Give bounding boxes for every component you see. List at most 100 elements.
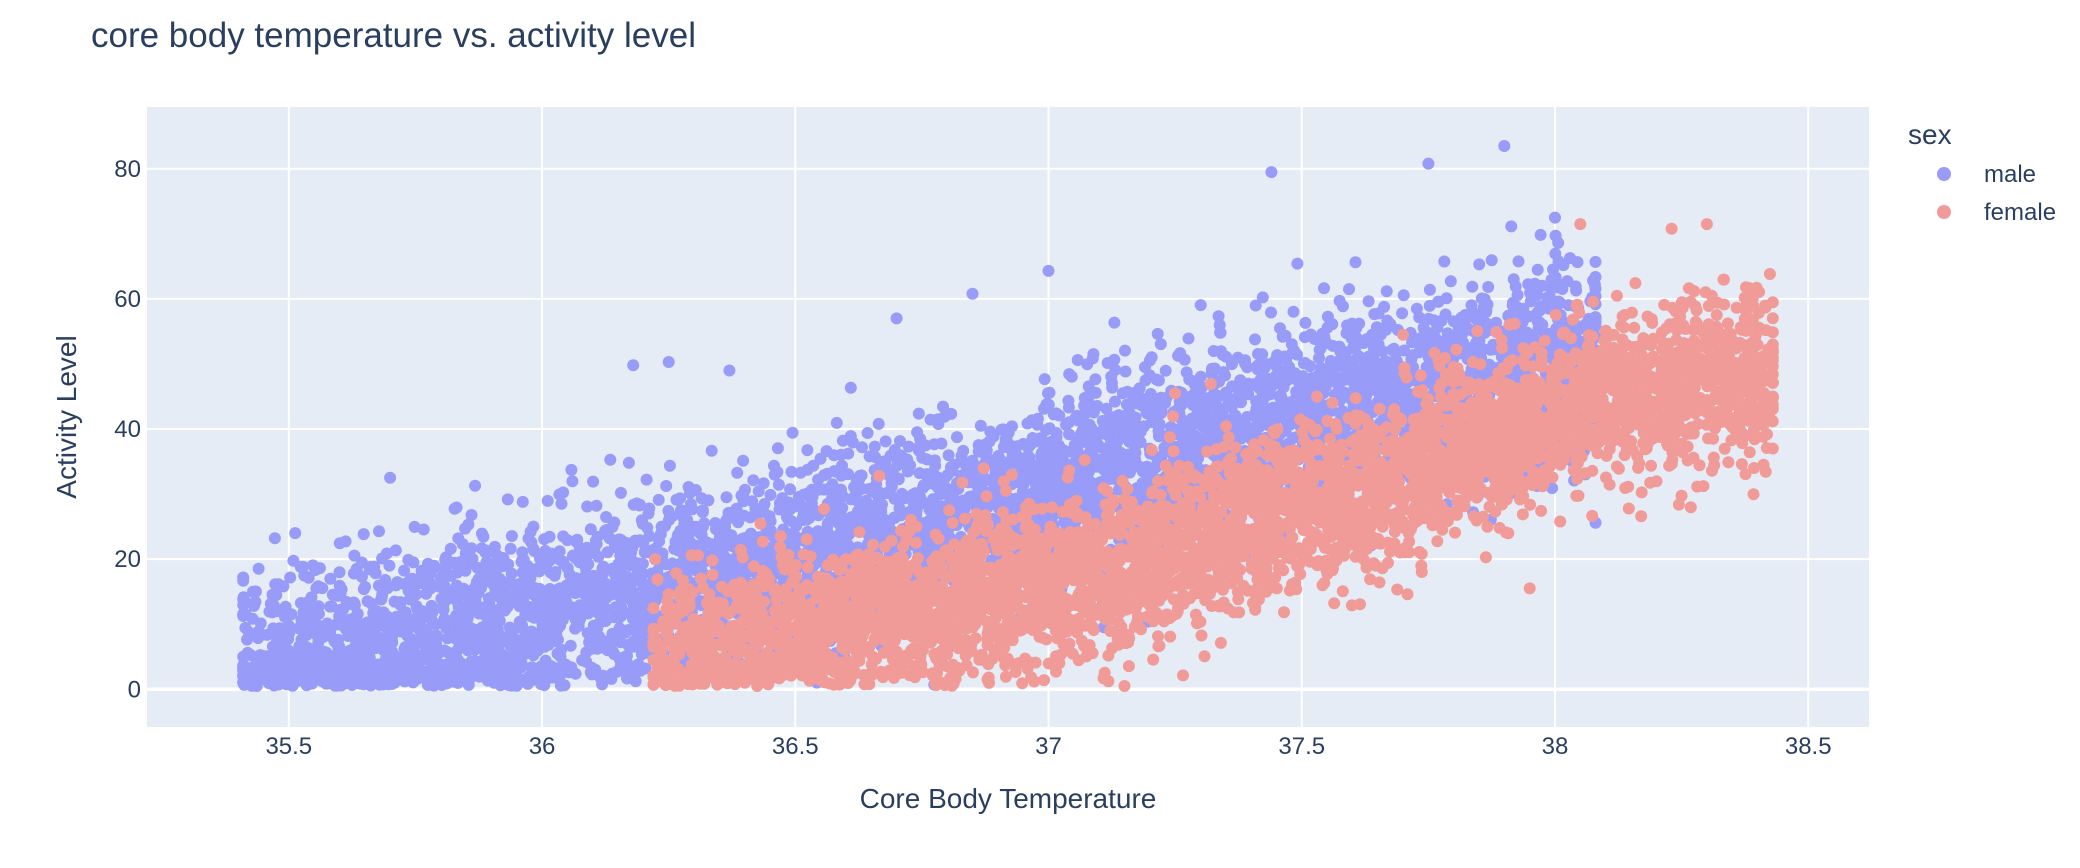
point-male: [1026, 432, 1039, 444]
point-male: [294, 561, 307, 573]
point-male: [604, 453, 617, 466]
point-male: [494, 636, 507, 649]
point-male: [1069, 411, 1082, 424]
point-male: [1208, 413, 1221, 426]
point-male: [1512, 255, 1525, 268]
point-male: [441, 632, 454, 645]
point-male: [1256, 391, 1269, 404]
point-male: [1564, 252, 1576, 265]
point-male: [1589, 255, 1602, 268]
point-male: [249, 585, 262, 598]
y-tick-label: 80: [114, 156, 141, 183]
point-male: [628, 671, 640, 684]
point-male: [435, 592, 448, 605]
point-male: [851, 505, 864, 518]
point-male: [1285, 338, 1298, 351]
x-tick-label: 35.5: [265, 733, 312, 760]
point-male: [722, 506, 735, 519]
point-male: [566, 475, 579, 488]
point-male: [590, 499, 603, 512]
point-male: [818, 469, 831, 482]
point-male: [567, 573, 580, 586]
point-male: [614, 486, 627, 499]
point-male: [389, 544, 402, 557]
point-male: [1511, 289, 1524, 301]
point-male: [1071, 354, 1084, 366]
point-male: [1305, 372, 1318, 384]
point-male: [1569, 280, 1582, 293]
point-male: [237, 610, 250, 622]
point-male: [1390, 383, 1403, 396]
point-male: [677, 505, 690, 518]
point-male: [951, 431, 963, 444]
point-male: [1304, 360, 1316, 373]
point-male: [390, 579, 402, 592]
point-male: [576, 654, 589, 667]
point-male: [780, 511, 793, 524]
point-male: [1038, 373, 1051, 386]
point-male: [501, 493, 514, 506]
point-male: [1108, 316, 1121, 329]
point-male: [872, 417, 885, 430]
point-male: [747, 474, 760, 487]
point-male: [271, 634, 283, 647]
point-male: [934, 488, 947, 501]
point-male: [513, 638, 526, 651]
point-male: [254, 617, 267, 630]
point-male: [702, 494, 715, 507]
x-axis-ticks: 35.5 36 36.5 37 37.5 38 38.5: [265, 733, 1831, 760]
point-male: [477, 530, 490, 543]
point-male: [1439, 308, 1452, 321]
point-male: [737, 454, 750, 467]
point-male: [1053, 409, 1066, 422]
point-male: [1113, 419, 1126, 431]
point-male: [376, 588, 389, 601]
point-male: [632, 574, 645, 587]
data-points: [237, 140, 1779, 692]
x-tick-label: 36.5: [772, 733, 819, 760]
point-male: [974, 419, 987, 432]
point-male: [863, 450, 876, 463]
point-male: [1412, 346, 1425, 359]
point-male: [553, 545, 566, 558]
point-male: [638, 593, 651, 606]
point-male: [587, 542, 600, 555]
point-male: [674, 492, 686, 505]
point-male: [599, 524, 612, 537]
point-male: [901, 465, 914, 478]
point-male: [822, 517, 834, 529]
y-tick-label: 60: [114, 286, 141, 313]
point-male: [1265, 306, 1277, 319]
point-male: [521, 559, 534, 572]
point-male: [1265, 381, 1278, 394]
point-male: [864, 522, 877, 535]
point-male: [394, 650, 407, 663]
point-male: [1473, 258, 1486, 271]
point-male: [1589, 282, 1602, 295]
point-male: [1362, 295, 1375, 308]
point-male: [855, 469, 868, 482]
point-male: [1475, 292, 1488, 305]
point-male: [348, 549, 361, 562]
point-male: [1239, 354, 1252, 367]
point-male: [1420, 334, 1433, 347]
point-male: [1152, 425, 1165, 437]
point-male: [538, 533, 551, 546]
point-male: [347, 596, 360, 609]
point-male: [402, 553, 415, 566]
point-male: [272, 578, 285, 591]
point-male: [907, 496, 920, 509]
point-male: [585, 642, 598, 655]
point-male: [285, 608, 298, 621]
x-tick-label: 38.5: [1785, 733, 1832, 760]
point-male: [811, 483, 824, 496]
point-male: [771, 466, 784, 478]
point-male: [892, 473, 905, 486]
point-male: [1318, 282, 1330, 295]
point-male: [593, 630, 606, 643]
point-male: [1336, 300, 1349, 313]
point-male: [524, 610, 537, 622]
point-male: [539, 544, 552, 557]
point-male: [1045, 435, 1058, 448]
